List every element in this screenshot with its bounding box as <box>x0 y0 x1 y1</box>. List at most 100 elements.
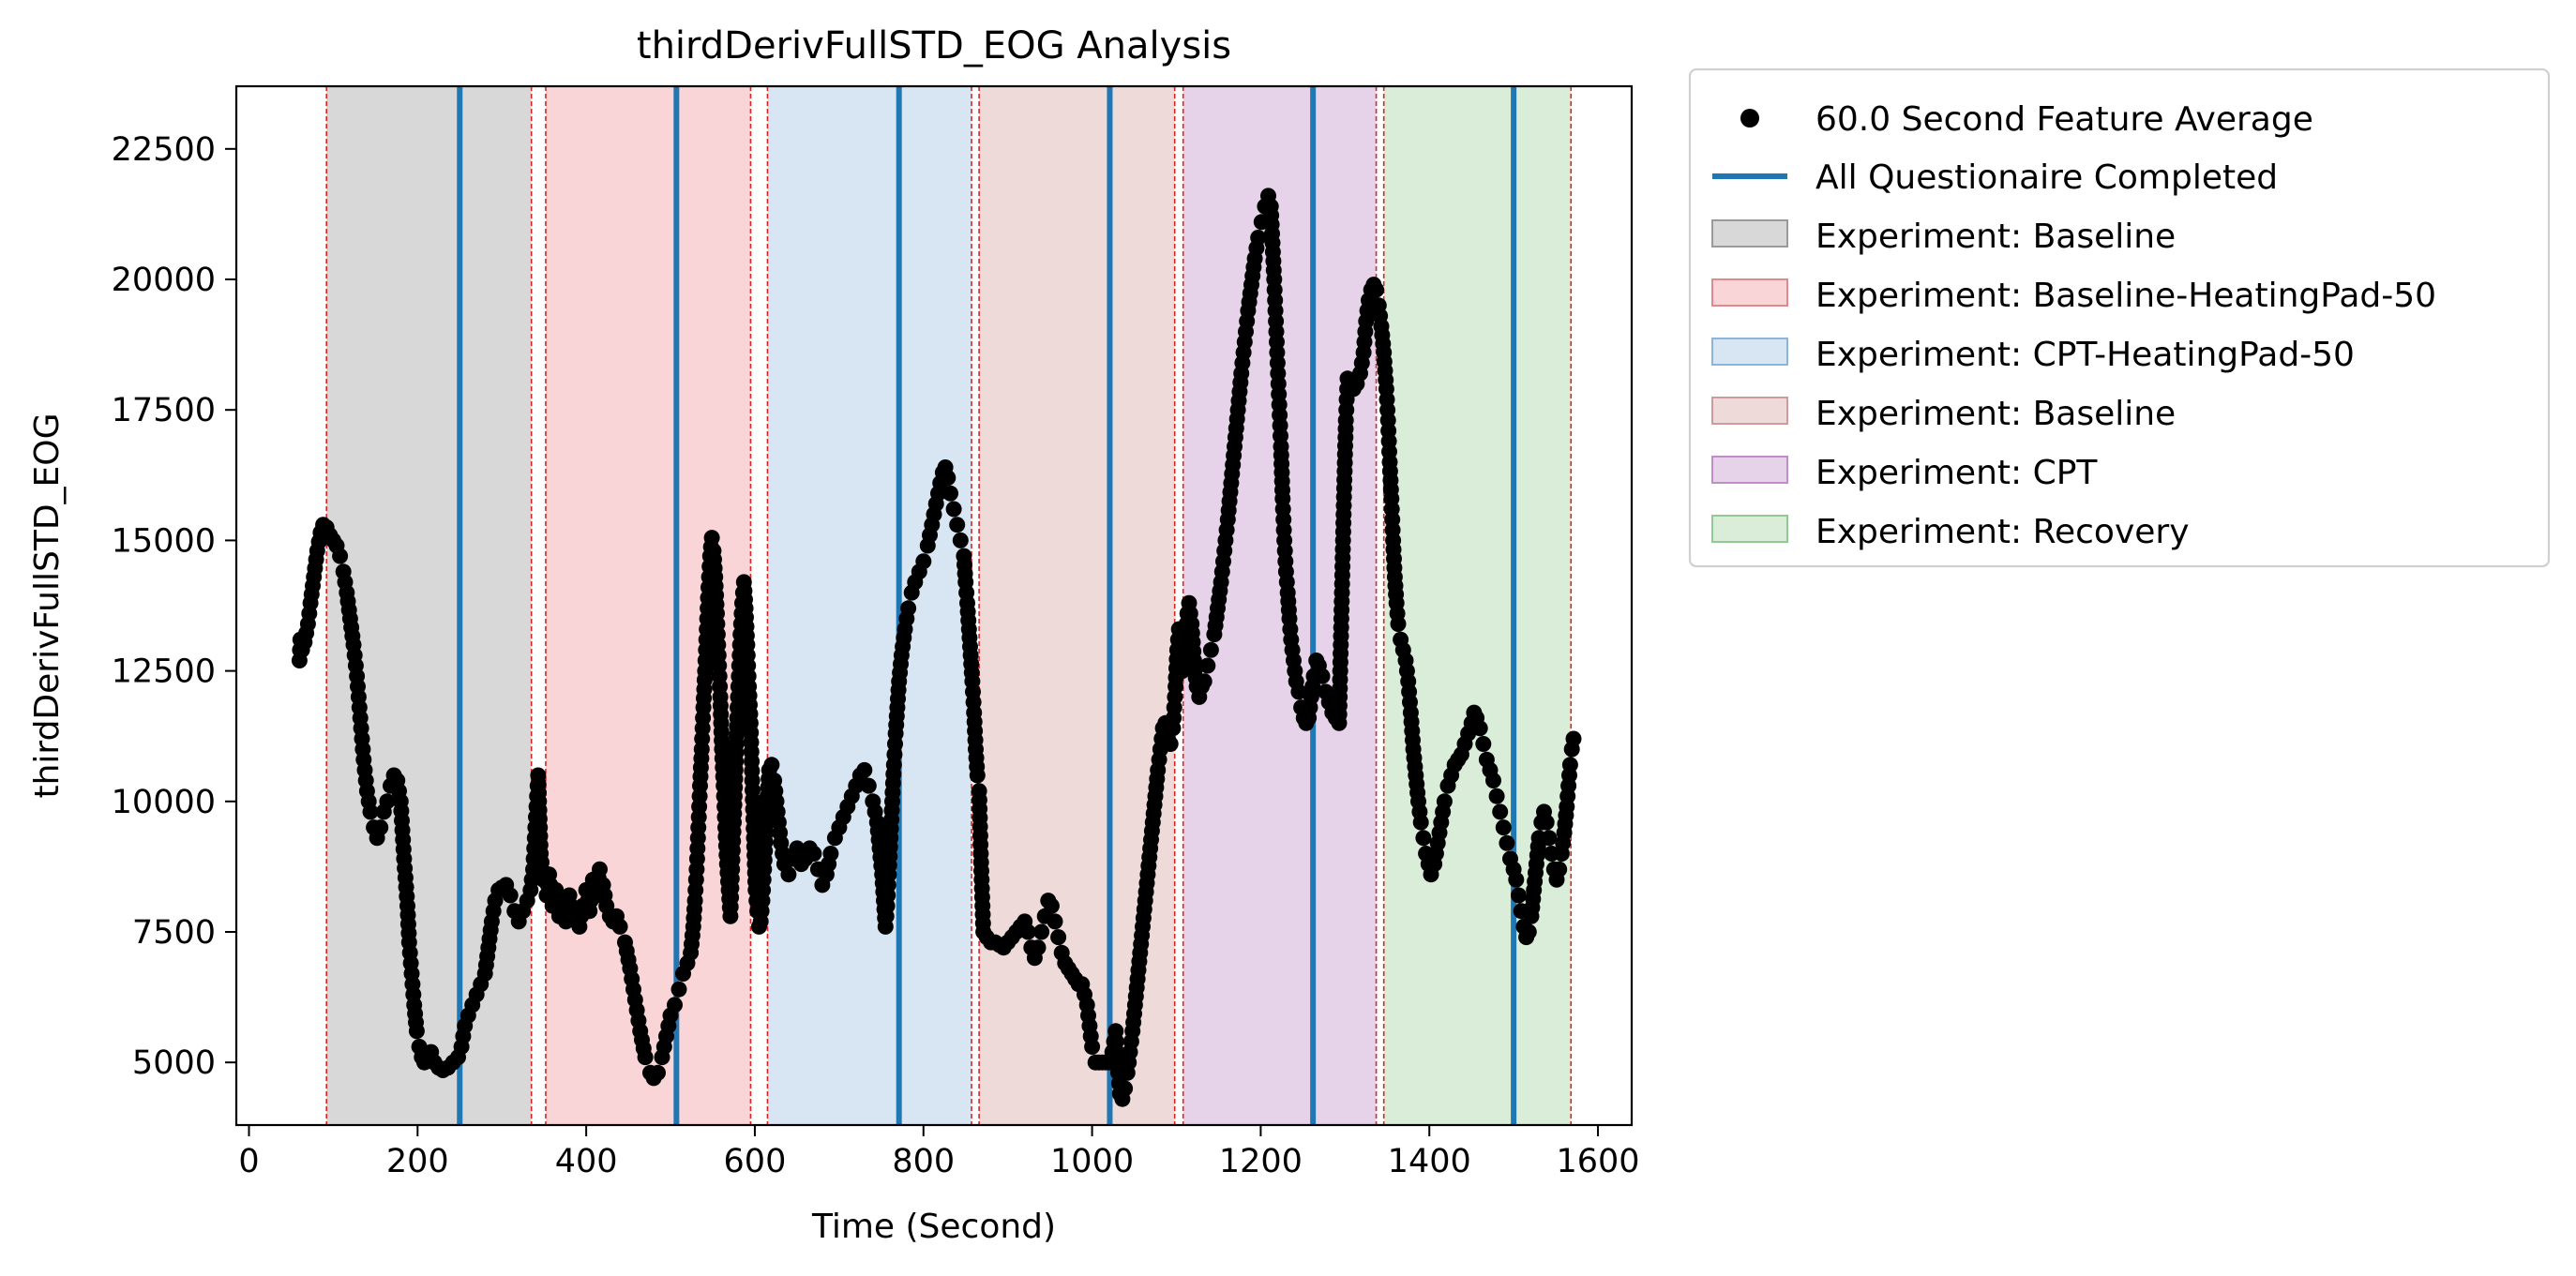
data-point <box>1561 757 1578 773</box>
data-point <box>1488 788 1505 804</box>
x-tick-label: 200 <box>386 1143 449 1180</box>
plot-area-frame <box>234 84 1634 1127</box>
data-point <box>1538 814 1555 831</box>
legend-phase-label-2: Experiment: Baseline-HeatingPad-50 <box>1815 277 2436 315</box>
data-point <box>1196 673 1213 690</box>
legend-phase-label-4: Experiment: Baseline <box>1815 395 2176 433</box>
phase-band-3 <box>767 86 972 1125</box>
data-point <box>1033 923 1050 940</box>
data-point <box>969 767 986 784</box>
data-point <box>1436 793 1453 810</box>
x-tick-label: 1000 <box>1050 1143 1134 1180</box>
data-point <box>780 866 797 883</box>
legend-questionnaire-label: All Questionaire Completed <box>1815 158 2278 197</box>
x-axis-label: Time (Second) <box>811 1208 1056 1246</box>
y-tick-label: 20000 <box>112 262 216 299</box>
data-point <box>1565 730 1582 747</box>
data-point <box>949 517 966 533</box>
y-tick-label: 5000 <box>132 1044 216 1082</box>
chart-title: thirdDerivFullSTD_EOG Analysis <box>637 24 1231 68</box>
data-point <box>940 470 957 487</box>
legend-phase-label-6: Experiment: Recovery <box>1815 513 2190 551</box>
data-point <box>1390 616 1407 632</box>
x-tick-label: 1600 <box>1556 1143 1639 1180</box>
data-point <box>856 761 873 778</box>
phase-band-1 <box>326 86 532 1125</box>
legend-phase-swatch-2 <box>1711 278 1788 307</box>
data-point <box>1368 281 1385 298</box>
legend-phase-swatch-6 <box>1711 515 1788 543</box>
legend-points-label: 60.0 Second Feature Average <box>1815 100 2313 139</box>
y-tick-label: 17500 <box>112 392 216 429</box>
data-point <box>822 846 839 862</box>
data-point <box>650 1064 666 1081</box>
data-point <box>1511 887 1527 904</box>
data-point <box>502 887 519 904</box>
data-point <box>1541 830 1558 847</box>
data-point <box>1492 803 1509 820</box>
data-point <box>1084 1039 1101 1055</box>
data-point <box>332 548 349 564</box>
data-point <box>379 793 396 810</box>
data-point <box>362 803 379 820</box>
data-point <box>1415 830 1432 847</box>
legend-phase-label-5: Experiment: CPT <box>1815 454 2098 492</box>
data-point <box>1412 814 1429 831</box>
data-point <box>1551 861 1568 878</box>
x-tick-label: 1400 <box>1388 1143 1471 1180</box>
data-point <box>945 501 962 518</box>
data-point <box>1117 1080 1134 1097</box>
data-point <box>1019 923 1036 940</box>
data-point <box>1250 230 1267 246</box>
x-tick-label: 400 <box>555 1143 618 1180</box>
y-tick-label: 7500 <box>132 914 216 952</box>
data-point <box>1047 913 1063 930</box>
data-point <box>408 1023 425 1040</box>
data-point <box>1471 720 1488 737</box>
legend-phase-swatch-5 <box>1711 456 1788 484</box>
data-point <box>667 997 683 1013</box>
data-point <box>1508 871 1525 888</box>
data-point <box>860 777 877 794</box>
data-point <box>1520 923 1537 940</box>
data-point <box>1202 641 1219 658</box>
questionnaire-lines <box>457 86 1517 1125</box>
data-point <box>900 600 917 617</box>
y-tick-label: 12500 <box>112 653 216 691</box>
data-point <box>1485 773 1501 788</box>
data-point <box>763 757 780 773</box>
data-point <box>1495 819 1512 836</box>
data-point <box>952 532 969 548</box>
legend-point-marker <box>1740 109 1759 128</box>
x-tick-label: 800 <box>892 1143 955 1180</box>
data-point <box>1162 736 1179 752</box>
data-point <box>1199 657 1216 674</box>
x-tick-label: 0 <box>238 1143 259 1180</box>
data-points <box>291 188 1582 1107</box>
data-point <box>1030 939 1047 956</box>
data-point <box>611 918 628 935</box>
legend-frame <box>1688 68 2551 568</box>
legend-phase-swatch-3 <box>1711 338 1788 366</box>
data-point <box>637 1049 654 1066</box>
data-point <box>1314 668 1331 684</box>
legend-phase-label-3: Experiment: CPT-HeatingPad-50 <box>1815 336 2355 374</box>
y-tick-label: 10000 <box>112 784 216 821</box>
legend: 60.0 Second Feature Average All Question… <box>1688 68 2551 568</box>
y-tick-label: 15000 <box>112 522 216 560</box>
data-point <box>372 819 389 836</box>
data-point <box>1499 834 1515 851</box>
data-point <box>806 846 822 862</box>
x-tick-label: 600 <box>724 1143 787 1180</box>
data-point <box>1475 736 1492 752</box>
data-point <box>703 530 720 547</box>
y-tick-label: 22500 <box>112 131 216 169</box>
data-point <box>942 485 958 502</box>
data-point <box>1043 897 1060 914</box>
data-point <box>1290 683 1307 700</box>
data-point <box>915 553 932 570</box>
y-axis-ticks: 5000 7500 10000 12500 15000 17500 20000 22500 <box>112 131 236 1082</box>
x-tick-label: 1200 <box>1219 1143 1303 1180</box>
data-point <box>670 981 687 998</box>
